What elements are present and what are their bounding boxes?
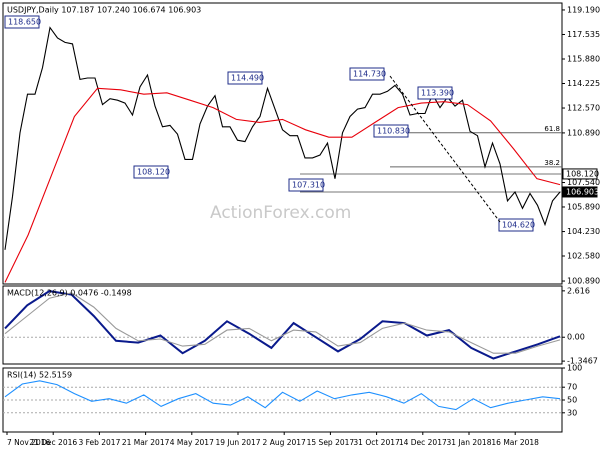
watermark: ActionForex.com: [210, 203, 351, 223]
series-line: [4, 26, 561, 250]
annotation: 107.310: [292, 181, 325, 190]
y-tick-label: 50: [567, 396, 577, 405]
annotation-box: [373, 124, 409, 138]
price-tag-box: [562, 186, 598, 198]
price-tag-box: [562, 168, 598, 180]
x-tick-label: 31 Oct 2017: [353, 438, 400, 447]
panel-frame: [2, 2, 563, 285]
x-tick-label: 31 Jan 2018: [447, 438, 492, 447]
series-line: [4, 87, 561, 283]
y-tick-label: 114.225: [567, 79, 600, 88]
y-tick-label: 107.540: [567, 178, 600, 187]
annotation-box: [227, 71, 263, 85]
x-tick-label: 16 Mar 2018: [491, 438, 539, 447]
trend-line: [389, 75, 501, 223]
annotation-box: [417, 86, 453, 100]
annotation: 104.620: [502, 221, 535, 230]
annotation-box: [288, 178, 324, 192]
panel-frame: [2, 367, 563, 433]
y-tick-label: 117.535: [567, 30, 600, 39]
y-tick-label: 104.230: [567, 227, 600, 236]
y-tick-label: 119.190: [567, 5, 600, 14]
y-tick-label: 0.00: [567, 333, 585, 342]
x-tick-label: 2 Aug 2017: [263, 438, 306, 447]
x-tick-label: 21 Mar 2017: [122, 438, 170, 447]
annotation-box: [349, 67, 385, 81]
price-tag: 106.903: [566, 187, 599, 196]
y-tick-label: 102.580: [567, 252, 600, 261]
annotation: 118.650: [8, 18, 41, 27]
x-tick-label: 14 Dec 2017: [399, 438, 447, 447]
annotation-box: [133, 165, 169, 179]
annotation-box: [4, 15, 40, 29]
annotation: 113.390: [421, 89, 454, 98]
annotation: 114.490: [231, 74, 264, 83]
y-tick-label: 115.880: [567, 54, 600, 63]
fib-label: 61.8: [544, 125, 560, 133]
y-tick-label: 110.890: [567, 128, 600, 137]
y-tick-label: 100: [567, 364, 582, 373]
annotation: 110.830: [377, 127, 410, 136]
price-tag: 108.120: [566, 169, 599, 178]
panel-frame: [2, 285, 563, 365]
fib-label: 38.2: [544, 159, 560, 167]
y-tick-label: 112.570: [567, 104, 600, 113]
series-line: [4, 290, 561, 360]
annotation-box: [498, 218, 534, 232]
y-tick-label: -1.3467: [567, 357, 598, 366]
annotation: 108.120: [137, 168, 170, 177]
panel-title: MACD(12,26,9) 0.0476 -0.1498: [7, 289, 132, 298]
series-line: [4, 292, 561, 354]
y-tick-label: 105.890: [567, 202, 600, 211]
y-tick-label: 70: [567, 383, 577, 392]
y-tick-label: 30: [567, 408, 577, 417]
x-tick-label: 15 Sep 2017: [307, 438, 355, 447]
x-tick-label: 3 Feb 2017: [78, 438, 120, 447]
x-tick-label: 7 Nov 2016: [7, 438, 50, 447]
y-tick-label: 2.616: [567, 286, 590, 295]
panel-title: USDJPY,Daily 107.187 107.240 106.674 106…: [7, 6, 201, 15]
x-tick-label: 4 May 2017: [170, 438, 214, 447]
y-tick-label: 100.890: [567, 277, 600, 286]
series-line: [4, 380, 561, 411]
panel-title: RSI(14) 52.5159: [7, 371, 72, 380]
annotation: 114.730: [353, 70, 386, 79]
x-tick-label: 21 Dec 2016: [29, 438, 77, 447]
x-tick-label: 19 Jun 2017: [215, 438, 260, 447]
